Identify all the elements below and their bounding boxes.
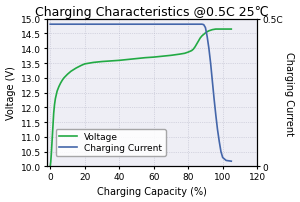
Charging Current [195,24,199,26]
Voltage [48,165,52,168]
Charging Current [186,24,190,26]
Charging Current [48,24,52,26]
Charging Current [169,24,173,26]
Charging Current [100,24,104,26]
Voltage [230,29,233,31]
Charging Current [192,24,195,26]
Charging Current [218,140,221,143]
Line: Charging Current: Charging Current [50,25,231,161]
Charging Current [66,24,69,26]
Charging Current [216,129,219,131]
Charging Current [199,24,202,26]
Charging Current [207,48,211,50]
X-axis label: Charging Capacity (%): Charging Capacity (%) [97,186,207,197]
Voltage [199,38,202,40]
Charging Current [221,157,224,159]
Voltage [57,86,61,88]
Voltage [183,53,187,55]
Charging Current [205,36,209,38]
Charging Current [211,80,214,83]
Title: Charging Characteristics @0.5C 25℃: Charging Characteristics @0.5C 25℃ [35,5,269,18]
Charging Current [230,160,233,163]
Charging Current [57,24,61,26]
Charging Current [200,24,204,26]
Charging Current [202,24,206,27]
Charging Current [117,24,121,26]
Charging Current [152,24,155,26]
Legend: Voltage, Charging Current: Voltage, Charging Current [56,129,166,156]
Charging Current [224,159,228,162]
Charging Current [219,151,223,153]
Charging Current [214,114,217,116]
Voltage [214,29,217,31]
Voltage [190,50,194,53]
Line: Voltage: Voltage [50,30,231,166]
Y-axis label: Voltage (V): Voltage (V) [6,66,16,120]
Voltage [109,60,112,63]
Voltage [192,49,195,51]
Charging Current [83,24,86,26]
Charging Current [204,27,207,30]
Y-axis label: Charging Current: Charging Current [284,51,294,135]
Charging Current [135,24,138,26]
Charging Current [50,24,54,26]
Charging Current [209,62,212,65]
Charging Current [212,98,216,100]
